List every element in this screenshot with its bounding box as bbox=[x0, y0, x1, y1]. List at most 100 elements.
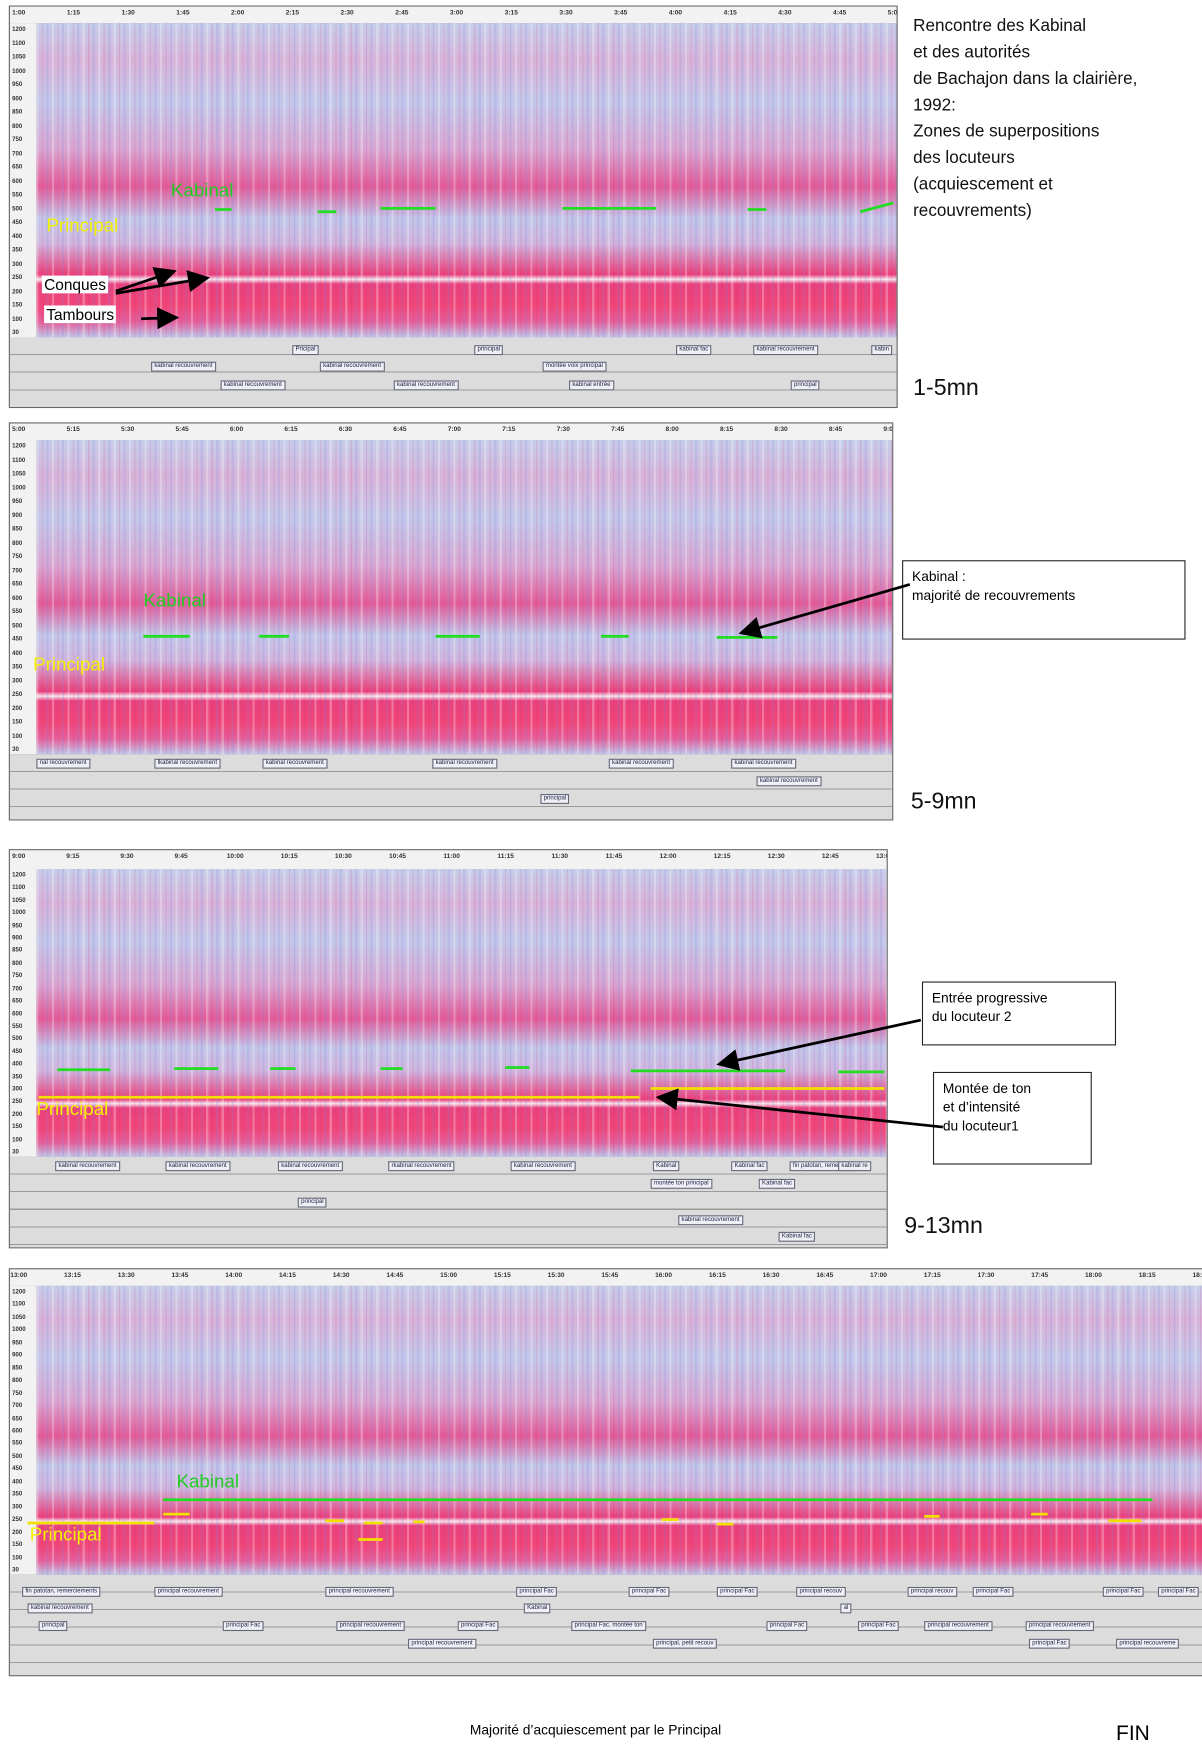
time-tick-label: 1:45 bbox=[176, 9, 190, 17]
time-tick-label: 16:15 bbox=[708, 1272, 726, 1280]
frequency-tick-label: 600 bbox=[12, 1010, 23, 1018]
frequency-tick-label: 600 bbox=[12, 1428, 23, 1435]
side-note-line: (acquiescement et bbox=[913, 175, 1053, 195]
tier-label: fin patotan, remerciements bbox=[22, 1586, 101, 1597]
time-tick-label: 15:45 bbox=[601, 1272, 619, 1280]
time-tick-label: 14:45 bbox=[386, 1272, 404, 1280]
tier-label: Kabinal fac bbox=[778, 1231, 816, 1242]
frequency-tick-label: 100 bbox=[12, 1554, 23, 1562]
frequency-tick-label: 600 bbox=[12, 594, 23, 602]
time-tick-label: 13:00 bbox=[875, 853, 887, 861]
time-tick-label: 18:00 bbox=[1084, 1272, 1102, 1280]
time-tick-label: 3:45 bbox=[614, 9, 628, 17]
frequency-tick-label: 800 bbox=[12, 539, 23, 547]
time-tick-label: 1:00 bbox=[12, 9, 26, 17]
tier-label: nal recouvrement bbox=[36, 758, 90, 769]
time-tick-label: 11:00 bbox=[443, 853, 460, 861]
frequency-tick-label: 700 bbox=[12, 567, 23, 575]
time-tick-label: 12:30 bbox=[767, 853, 785, 861]
frequency-tick-label: 150 bbox=[12, 1123, 23, 1131]
time-tick-label: 12:45 bbox=[821, 853, 839, 861]
tier-label: principal recouvrement bbox=[1025, 1621, 1094, 1632]
tier-label: Pricipal bbox=[292, 345, 319, 356]
time-tick-label: 3:00 bbox=[449, 9, 464, 17]
speaker-label: Kabinal bbox=[170, 179, 234, 201]
frequency-axis: 1200 1100 1050 1000 950 900 850 800 750 700 650 600… bbox=[9, 440, 38, 755]
frequency-tick-label: 1100 bbox=[12, 884, 26, 892]
frequency-tick-label: 350 bbox=[12, 247, 23, 254]
time-tick-label: 9:30 bbox=[120, 853, 134, 861]
time-tick-label: 15:15 bbox=[493, 1272, 511, 1280]
tier-label: kabinal entrée bbox=[569, 380, 614, 391]
time-tick-label: 5:15 bbox=[66, 426, 80, 434]
frequency-tick-label: 750 bbox=[12, 136, 23, 144]
frequency-tick-label: 30 bbox=[12, 1149, 19, 1156]
tier-label: principal Fac bbox=[716, 1586, 758, 1597]
frequency-tick-label: 950 bbox=[12, 498, 23, 506]
callout-line: et d’intensité bbox=[942, 1099, 1021, 1115]
tier-label: kabinal recouvrement bbox=[151, 361, 216, 372]
callout-box: Montée de ton et d’intensité du locuteur1 bbox=[932, 1071, 1092, 1165]
speaker-label: Principal bbox=[33, 653, 105, 675]
tier-label: principal Fac, montée ton bbox=[571, 1621, 646, 1632]
frequency-tick-label: 550 bbox=[12, 1440, 23, 1448]
time-tick-label: 6:00 bbox=[229, 426, 244, 434]
time-tick-label: 13:45 bbox=[171, 1272, 189, 1280]
time-tick-label: 17:00 bbox=[870, 1272, 887, 1280]
frequency-tick-label: 950 bbox=[12, 81, 23, 89]
callout-line: majorité de recouvrements bbox=[912, 587, 1076, 604]
side-note-line: de Bachajon dans la clairière, bbox=[913, 69, 1138, 89]
tier-label: principal Fac bbox=[457, 1621, 499, 1632]
tier-label: Kabinal bbox=[523, 1603, 551, 1614]
tier-label: al bbox=[840, 1603, 852, 1614]
time-tick-label: 8:30 bbox=[774, 426, 788, 434]
tier-label: kabinal re bbox=[838, 1161, 872, 1172]
time-tick-label: 10:30 bbox=[334, 853, 352, 861]
time-tick-label: 12:15 bbox=[713, 853, 731, 861]
tier-label: kabinal recouvrement bbox=[220, 380, 286, 391]
spectrogram bbox=[36, 23, 897, 338]
frequency-tick-label: 1000 bbox=[12, 910, 26, 917]
time-tick-label: 9:00 bbox=[12, 853, 26, 861]
tier-label: principal bbox=[540, 794, 570, 804]
frequency-tick-label: 800 bbox=[12, 960, 23, 968]
frequency-tick-label: 1050 bbox=[12, 1314, 26, 1322]
tier-label: principal bbox=[297, 1197, 327, 1208]
frequency-axis: 1200 1100 1050 1000 950 900 850 800 750 700 650 600… bbox=[9, 869, 38, 1157]
time-tick-label: 18:30 bbox=[1192, 1272, 1202, 1280]
frequency-tick-label: 400 bbox=[12, 1061, 23, 1068]
time-tick-label: 14:00 bbox=[225, 1272, 243, 1280]
tier-label: kabinal fac bbox=[676, 345, 712, 356]
frequency-tick-label: 200 bbox=[12, 1529, 23, 1536]
time-tick-label: 11:30 bbox=[551, 853, 569, 861]
frequency-tick-label: 250 bbox=[12, 1516, 23, 1524]
frequency-tick-label: 400 bbox=[12, 233, 23, 240]
frequency-tick-label: 100 bbox=[12, 315, 23, 323]
time-tick-label: 3:30 bbox=[559, 9, 573, 17]
frequency-tick-label: 100 bbox=[12, 1136, 23, 1144]
frequency-tick-label: 300 bbox=[12, 1503, 23, 1511]
tier-label: principal recouvrement bbox=[924, 1621, 993, 1632]
tier-label: kabinal recouvrement bbox=[27, 1603, 93, 1614]
time-tick-label: 16:00 bbox=[655, 1272, 673, 1280]
annotation-tiers bbox=[9, 1156, 887, 1248]
frequency-tick-label: 400 bbox=[12, 1478, 23, 1486]
frequency-tick-label: 750 bbox=[12, 553, 23, 561]
tier-label: kabinal recouvrement bbox=[510, 1161, 576, 1172]
spectrogram-panel: 1:00 1:15 1:30 1:45 2:00 2:15 2:30 2:45 3:00 3:15… bbox=[8, 5, 898, 409]
frequency-tick-label: 300 bbox=[12, 260, 23, 268]
tier-label: Kabinal fac bbox=[758, 1178, 796, 1189]
frequency-tick-label: 450 bbox=[12, 1048, 23, 1056]
callout-line: Montée de ton bbox=[942, 1080, 1032, 1097]
speaker-label: Tambours bbox=[44, 305, 117, 324]
frequency-tick-label: 350 bbox=[12, 663, 23, 671]
frequency-axis: 1200 1100 1050 1000 950 900 850 800 750 700 650 600… bbox=[9, 23, 38, 338]
frequency-tick-label: 150 bbox=[12, 1541, 23, 1549]
speaker-label: Kabinal bbox=[143, 589, 206, 611]
time-tick-label: 9:00 bbox=[883, 426, 893, 434]
tier-label: principal Fac bbox=[1157, 1586, 1199, 1597]
time-range-label: 5-9mn bbox=[910, 788, 977, 814]
time-tick-label: 9:15 bbox=[66, 853, 80, 861]
frequency-tick-label: 900 bbox=[12, 512, 23, 519]
tier-label: principal Fac bbox=[857, 1621, 899, 1632]
